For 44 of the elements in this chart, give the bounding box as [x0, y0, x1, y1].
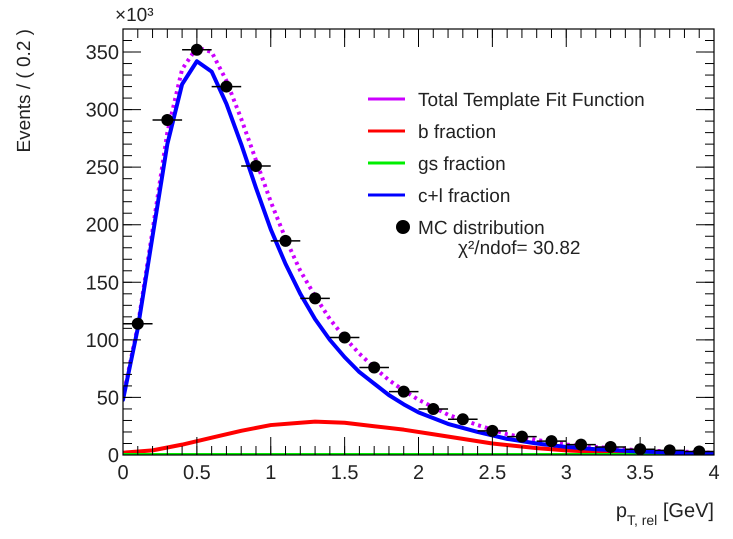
- point: [545, 435, 558, 448]
- point: [132, 318, 144, 330]
- point: [664, 444, 676, 455]
- annotation: χ²/ndof= 30.82: [458, 238, 580, 259]
- point: [338, 332, 351, 344]
- point: [634, 443, 646, 455]
- y-tick-label: 100: [86, 330, 119, 352]
- legend-label: gs fraction: [418, 154, 506, 175]
- x-tick-label: 2.5: [478, 462, 506, 484]
- x-tick-label: 3.5: [626, 462, 654, 484]
- point: [604, 440, 617, 453]
- point: [309, 292, 322, 304]
- x-tick-label: 1.5: [330, 462, 359, 484]
- y-tick-label: 250: [86, 157, 119, 180]
- y-tick-label: 350: [86, 42, 119, 64]
- point: [516, 430, 528, 443]
- point: [486, 424, 498, 437]
- point: [398, 386, 410, 398]
- y-axis-title: Events / ( 0.2 ): [14, 29, 35, 153]
- point: [190, 44, 203, 56]
- point: [368, 361, 380, 374]
- text: ×10³: [115, 5, 154, 26]
- y-tick-label: 0: [108, 445, 119, 467]
- legend-label: MC distribution: [418, 218, 545, 239]
- legend-label: b fraction: [418, 122, 496, 143]
- point: [427, 402, 440, 415]
- legend-label: Total Template Fit Function: [418, 90, 645, 111]
- y-tick-label: 200: [86, 214, 119, 237]
- x-tick-label: 3: [560, 462, 572, 484]
- y-tick-label: 50: [96, 387, 119, 410]
- point: [161, 114, 174, 126]
- point: [250, 160, 262, 172]
- point: [220, 80, 232, 93]
- x-tick-label: 1: [265, 462, 276, 484]
- point: [456, 413, 469, 426]
- point: [280, 234, 292, 247]
- point: [575, 438, 588, 451]
- y-tick-label: 300: [86, 100, 119, 122]
- legend-label: c+l fraction: [418, 186, 510, 207]
- x-axis-title: p$_{T, rel}$ [GeV]: [616, 500, 714, 528]
- x-tick-label: 2: [412, 462, 424, 484]
- x-tick-label: 0.5: [182, 462, 211, 484]
- y-tick-label: 150: [86, 272, 119, 294]
- x-tick-label: 4: [708, 462, 720, 484]
